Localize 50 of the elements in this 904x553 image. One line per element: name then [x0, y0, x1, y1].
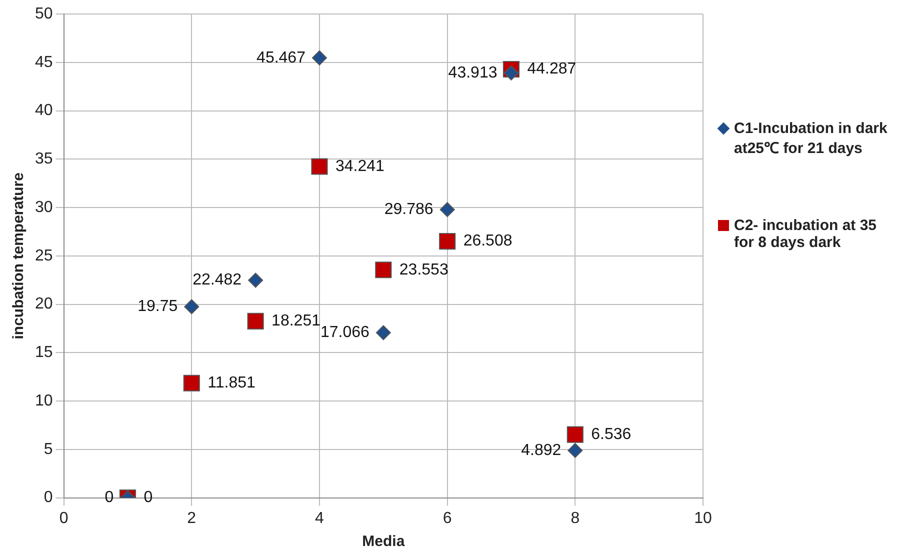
y-tick-label: 25: [35, 247, 53, 264]
data-label: 23.553: [399, 261, 448, 278]
y-tick-label: 15: [35, 344, 53, 362]
data-label: 17.066: [320, 324, 370, 342]
y-tick-label: 20: [35, 296, 53, 313]
data-label: 34.241: [335, 158, 385, 175]
point: [440, 202, 455, 218]
legend-label: C1-Incubation in dark at25℃ for 21 days: [734, 120, 888, 157]
data-label: 26.508: [463, 232, 512, 250]
data-label: 29.786: [384, 200, 434, 218]
x-tick-label: 4: [315, 510, 324, 527]
y-tick-label: 5: [44, 440, 53, 458]
data-label: 18.251: [272, 312, 321, 330]
data-label: 6.536: [591, 426, 632, 443]
data-label: 45.467: [256, 49, 306, 66]
x-tick-label: 8: [570, 510, 580, 527]
y-tick-label: 50: [35, 5, 53, 22]
data-label: 22.482: [192, 272, 242, 289]
point: [248, 272, 264, 288]
x-tick-label: 2: [187, 510, 196, 527]
y-tick-label: 40: [35, 102, 53, 120]
data-label: 11.851: [208, 374, 256, 392]
y-axis-title: incubation temperature: [10, 172, 28, 340]
point: [376, 325, 391, 340]
y-tick-label: 10: [35, 392, 53, 410]
y-tick-label: 45: [35, 54, 53, 71]
data-label: 0: [144, 489, 153, 506]
point: [439, 233, 456, 250]
point: [375, 262, 392, 278]
point: [568, 442, 583, 458]
y-tick-label: 35: [35, 150, 53, 168]
x-axis-title: Media: [362, 533, 406, 550]
point: [504, 65, 519, 80]
point: [312, 50, 327, 66]
data-label: 19.75: [138, 298, 178, 316]
point: [184, 299, 200, 314]
x-tick-label: 0: [59, 510, 68, 527]
point: [183, 374, 200, 392]
legend-label: C2- incubation at 35 for 8 days dark: [734, 217, 878, 251]
x-tick-label: 6: [442, 510, 452, 527]
data-label: 44.287: [527, 60, 576, 78]
data-label: 43.913: [448, 64, 498, 82]
point: [311, 158, 328, 175]
y-tick-label: 0: [44, 489, 53, 506]
data-label: 4.892: [521, 442, 562, 459]
data-label: 0: [104, 489, 114, 506]
point: [566, 426, 584, 443]
x-tick-label: 10: [694, 510, 712, 527]
y-tick-label: 30: [35, 198, 53, 216]
point: [247, 312, 264, 330]
